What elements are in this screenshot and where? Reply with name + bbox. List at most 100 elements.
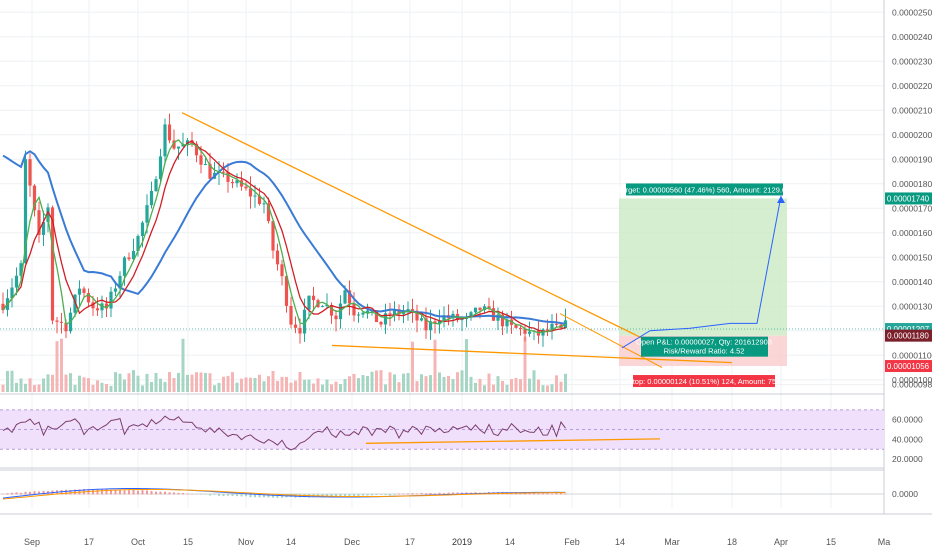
volume-bar <box>42 378 45 392</box>
time-tick-label: 14 <box>505 537 515 547</box>
candle-body <box>73 294 77 313</box>
volume-bar <box>33 385 36 392</box>
macd-histogram-bar <box>155 491 157 495</box>
macd-histogram-bar <box>416 493 418 495</box>
macd-histogram-bar <box>420 492 423 495</box>
volume-bars <box>1 336 567 392</box>
macd-histogram-bar <box>326 494 328 497</box>
price-tick-label: 0.00000980 <box>892 380 932 390</box>
time-tick-label: Mar <box>664 537 680 547</box>
candle-body <box>50 207 55 321</box>
trendlines[interactable] <box>181 112 733 368</box>
candle-body <box>176 146 181 149</box>
time-tick-label: 14 <box>286 537 296 547</box>
macd-histogram-bar <box>200 493 202 495</box>
candle-body <box>518 327 523 329</box>
volume-bar <box>357 378 360 392</box>
short-trendline[interactable] <box>559 313 663 368</box>
volume-bar <box>519 379 522 392</box>
volume-bar <box>172 378 176 392</box>
candle-body <box>311 295 316 301</box>
time-tick-label: Nov <box>238 537 255 547</box>
macd-histogram-bar <box>272 494 274 498</box>
price-badge <box>885 360 932 373</box>
lower-trendline[interactable] <box>331 344 733 364</box>
macd-histogram-bar <box>384 494 387 495</box>
macd-histogram-bar <box>150 491 153 495</box>
volume-bar <box>393 374 396 392</box>
macd-histogram-bar <box>123 490 126 495</box>
macd-histogram-bar <box>357 494 360 497</box>
upper-trendline[interactable] <box>181 112 673 354</box>
time-tick-label: 2019 <box>452 537 472 547</box>
stop-label: Stop: 0.00000124 (10.51%) 124, Amount: 7… <box>628 377 781 386</box>
macd-histogram-bar <box>177 492 180 495</box>
macd-histogram-bar <box>11 492 13 495</box>
macd-histogram-bar <box>2 493 4 495</box>
candle-body <box>203 163 208 165</box>
candle-body <box>419 318 424 321</box>
macd-histogram-bar <box>533 492 535 495</box>
target-label: Target: 0.00000560 (47.46%) 560, Amount:… <box>618 185 791 194</box>
volume-bar <box>325 379 329 392</box>
macd-histogram-bar <box>456 492 459 495</box>
volume-bar <box>505 384 509 392</box>
volume-bar <box>235 382 239 392</box>
time-tick-label: 14 <box>615 537 625 547</box>
candle-body <box>266 203 271 222</box>
volume-bar <box>447 375 450 392</box>
macd-histogram-bar <box>348 494 351 497</box>
candle-body <box>410 309 415 311</box>
volume-bar <box>163 381 167 392</box>
macd-histogram-bar <box>195 494 198 495</box>
volume-bar <box>501 380 504 392</box>
volume-bar <box>105 383 108 392</box>
volume-bar <box>442 376 446 392</box>
volume-bar <box>370 371 374 392</box>
macd-histogram-bar <box>173 492 175 495</box>
rsi-trendline[interactable] <box>365 438 661 444</box>
macd-histogram-bar <box>411 493 414 495</box>
candle-body <box>374 310 379 322</box>
volume-bar <box>82 377 86 392</box>
candle-body <box>95 308 100 311</box>
candle-body <box>199 155 203 165</box>
volume-bar <box>303 379 306 392</box>
candle-body <box>329 304 334 316</box>
volume-bar <box>438 372 441 392</box>
price-badge <box>885 192 932 205</box>
candle-body <box>550 323 554 331</box>
macd-histogram-bar <box>555 493 558 495</box>
rsi-line <box>2 415 566 451</box>
macd-histogram-bar <box>65 489 67 495</box>
rsi-tick-label: 20.0000 <box>892 454 923 464</box>
time-tick-label: 15 <box>183 537 193 547</box>
candle-body <box>428 321 433 331</box>
macd-histogram-bar <box>6 493 9 495</box>
moving-averages <box>2 139 566 334</box>
volume-bar <box>429 375 432 392</box>
time-tick-label: Dec <box>344 537 361 547</box>
volume-bar <box>406 373 410 392</box>
candle-body <box>361 312 365 315</box>
volume-bar <box>244 377 248 392</box>
volume-bar <box>276 380 279 392</box>
macd-histogram-bar <box>425 493 427 495</box>
volume-bar <box>528 378 531 392</box>
price-badge-label: 0.00001056 <box>887 362 930 371</box>
candle-body <box>334 315 338 320</box>
candle-body <box>343 290 347 304</box>
volume-bar <box>195 372 198 392</box>
candle-body <box>1 303 5 310</box>
candle-body <box>487 306 491 309</box>
profit-zone[interactable] <box>619 198 787 336</box>
rsi-pane <box>0 409 884 451</box>
volume-bar <box>456 372 459 392</box>
volume-bar <box>154 372 158 392</box>
volume-bar <box>375 370 378 392</box>
macd-histogram-bar <box>191 493 193 495</box>
